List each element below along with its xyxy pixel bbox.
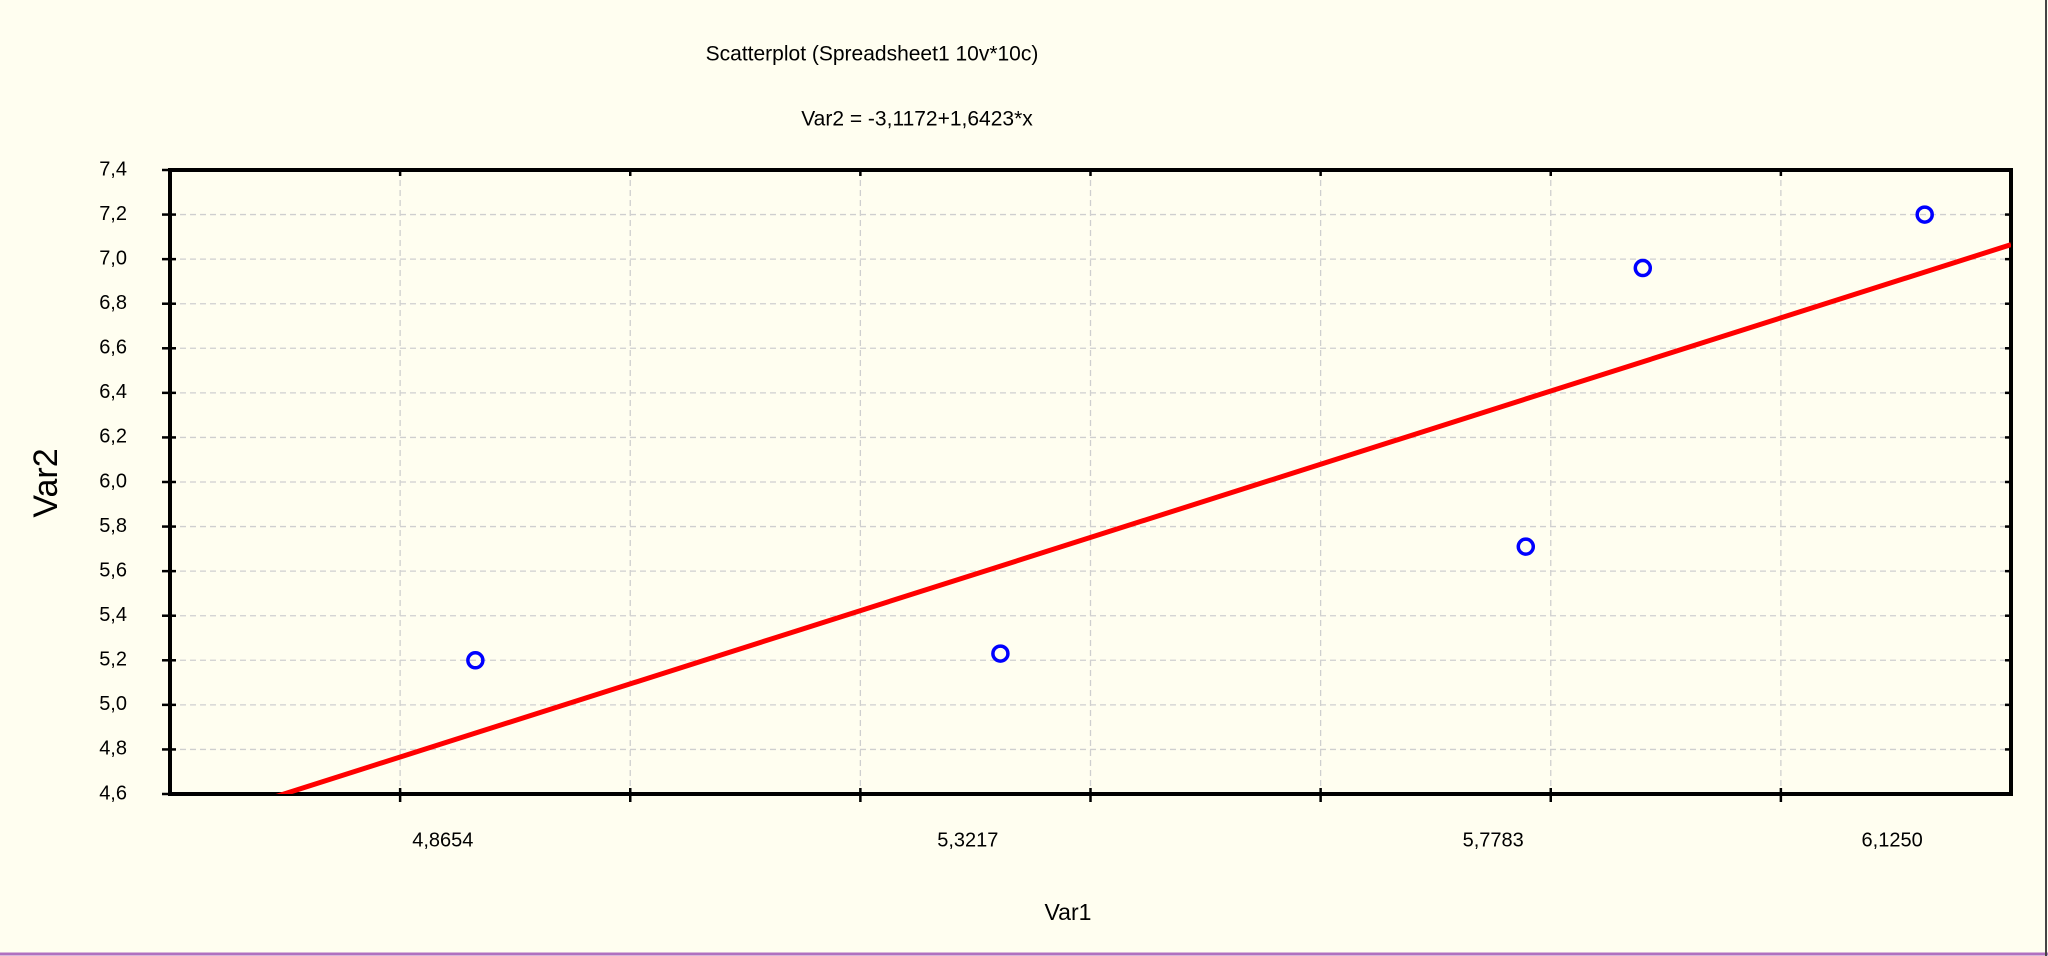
y-axis-label: Var2: [27, 448, 65, 517]
data-point: [1633, 258, 1653, 278]
x-axis-label: Var1: [1045, 899, 1092, 925]
data-point: [466, 651, 485, 670]
y-tick-label: 4,8: [99, 738, 127, 760]
data-point: [1516, 537, 1536, 556]
x-tick-label: 5,3217: [937, 829, 998, 851]
data-point: [991, 644, 1010, 663]
y-tick-label: 7,0: [99, 247, 127, 269]
plot-frame: [168, 168, 2013, 796]
y-tick-label: 5,8: [99, 515, 127, 537]
x-tick-label: 6,1250: [1862, 829, 1923, 851]
plot: 4,6 4,8 5,0 5,2 5,4 5,6 5,8 6,0 6,2 6,4 6,6 6,8 7,0 7…: [99, 158, 2013, 851]
y-tick-label: 5,2: [99, 649, 127, 671]
y-tick-label: 5,6: [99, 559, 127, 581]
y-tick-label: 6,8: [99, 292, 127, 314]
data-point: [1915, 205, 1934, 224]
y-tick-label: 6,0: [99, 470, 127, 492]
x-tick-label: 5,7783: [1463, 829, 1524, 851]
chart-title: Scatterplot (Spreadsheet1 10v*10c): [706, 43, 1039, 66]
y-tick-label: 5,4: [99, 604, 127, 626]
y-tick-label: 6,6: [99, 337, 127, 359]
y-tick-label: 7,2: [99, 203, 127, 225]
y-tick-label: 7,4: [99, 158, 127, 180]
x-tick-label: 4,8654: [412, 829, 473, 851]
y-tick-label: 6,2: [99, 426, 127, 448]
chart-subtitle: Var2 = -3,1172+1,6423*x: [801, 108, 1033, 131]
y-tick-label: 6,4: [99, 381, 127, 403]
regression-line: [275, 242, 2011, 794]
y-tick-label: 5,0: [99, 693, 127, 715]
y-tick-label: 4,6: [99, 782, 127, 804]
